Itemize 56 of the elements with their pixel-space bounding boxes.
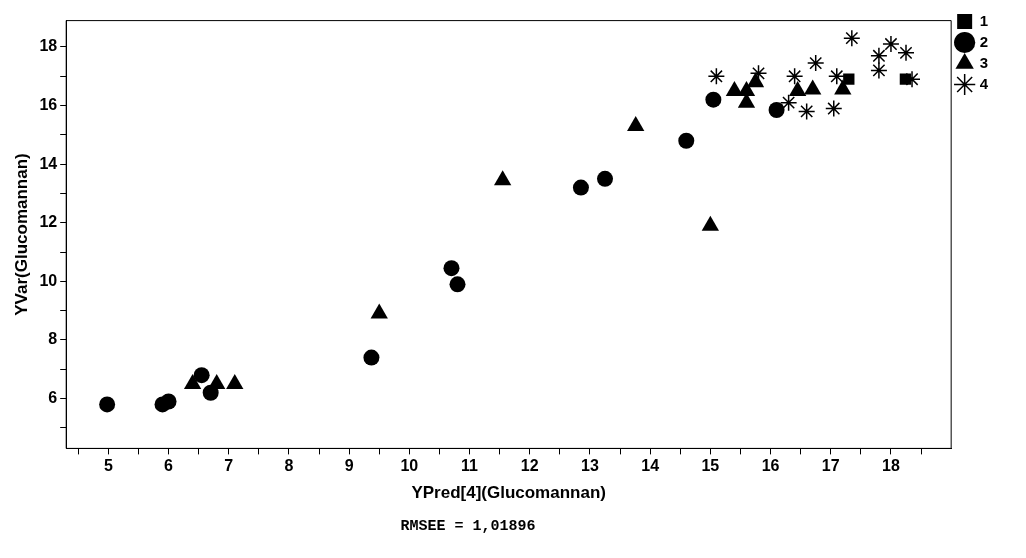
x-tick-label: 9 [344, 457, 354, 475]
x-tick-label: 13 [581, 457, 599, 475]
y-tick-label: 12 [39, 213, 58, 231]
x-tick-label: 8 [284, 457, 294, 475]
point [572, 179, 589, 196]
y-tick-label: 18 [39, 37, 58, 55]
point [597, 170, 613, 187]
point [797, 102, 816, 121]
y-tick-label: 16 [39, 95, 58, 113]
x-tick-label: 18 [882, 457, 900, 475]
y-tick-label: 10 [39, 271, 58, 289]
point [870, 61, 888, 80]
point [785, 67, 804, 86]
text: RMSEE = 1,01896 [399, 518, 537, 535]
point [899, 73, 912, 85]
x-tick-label: 5 [103, 457, 113, 475]
y-tick-label: 14 [39, 154, 58, 172]
point [843, 73, 855, 85]
x-tick-label: 6 [164, 457, 174, 475]
point [705, 91, 722, 108]
x-tick-label: 11 [461, 457, 479, 475]
x-axis-title: YPred[4](Glucomannan) [411, 483, 606, 503]
point [768, 101, 785, 118]
point [746, 72, 765, 88]
y-tick-label: 8 [48, 330, 58, 348]
legend-label: 4 [979, 74, 989, 92]
point [449, 276, 466, 293]
legend-label: 1 [979, 11, 988, 29]
x-tick-label: 10 [400, 457, 419, 475]
point [828, 67, 846, 86]
legend-label: 2 [979, 32, 988, 50]
point [707, 67, 726, 86]
point [627, 116, 645, 132]
point [779, 93, 798, 112]
legend-label: 3 [979, 53, 988, 71]
y-tick-label: 6 [48, 388, 58, 406]
x-tick-label: 15 [701, 457, 720, 475]
point [897, 44, 915, 62]
point [99, 396, 116, 413]
point [160, 393, 177, 410]
point [202, 384, 219, 401]
point [363, 349, 380, 366]
point [825, 99, 843, 118]
point [882, 35, 900, 53]
point [806, 54, 825, 72]
x-tick-label: 14 [641, 457, 660, 475]
x-tick-label: 7 [224, 457, 234, 475]
x-tick-label: 17 [821, 457, 840, 475]
point [193, 367, 210, 384]
point [843, 29, 861, 47]
x-tick-label: 16 [761, 457, 780, 475]
point [443, 260, 460, 277]
y-axis-title: YVar(Glucomannan) [11, 153, 31, 316]
point [678, 132, 695, 149]
x-tick-label: 12 [520, 457, 539, 475]
point [870, 47, 888, 65]
